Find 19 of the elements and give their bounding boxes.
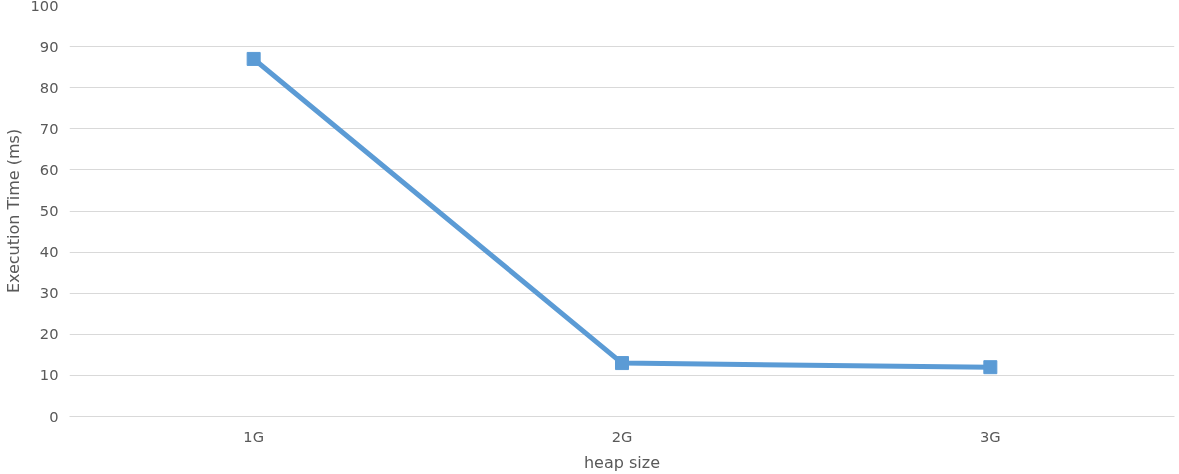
y-tick-label: 50 [39, 202, 59, 219]
x-axis-title: heap size [583, 452, 661, 472]
point [246, 51, 261, 66]
x-tick-label: 1G [243, 427, 265, 445]
point [983, 360, 998, 375]
y-tick-label: 0 [49, 407, 59, 425]
y-tick-label: 40 [39, 243, 59, 261]
x-tick-label: 2G [611, 427, 633, 445]
y-tick-label: 100 [30, 0, 59, 14]
y-tick-label: 10 [39, 366, 59, 384]
y-tick-label: 60 [39, 160, 59, 178]
point [615, 356, 629, 371]
y-tick-label: 90 [39, 37, 59, 55]
y-tick-label: 30 [39, 284, 59, 302]
y-tick-label: 20 [39, 325, 59, 343]
x-tick-label: 3G [979, 427, 1001, 445]
y-axis-title: Execution Time (ms) [3, 128, 23, 294]
y-tick-label: 80 [39, 78, 59, 96]
y-tick-label: 70 [39, 119, 59, 137]
